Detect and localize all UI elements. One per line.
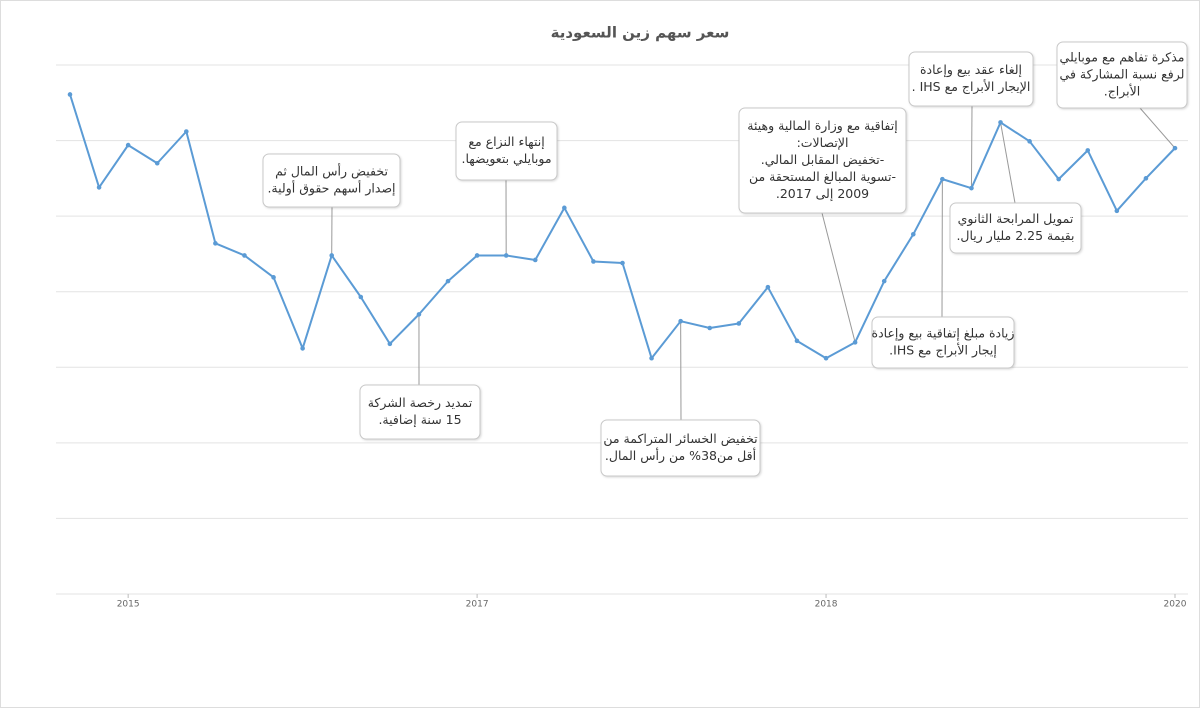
annotation-connector: [1000, 122, 1016, 204]
annotation-box: [871, 316, 1015, 369]
annotation-box: [262, 153, 401, 208]
point: [940, 176, 945, 182]
point: [184, 129, 189, 134]
chart-title: سعر سهم زين السعودية: [551, 24, 730, 42]
annotation-text: تمويل المرابحة الثانوي: [958, 211, 1074, 227]
annotation-text: 2009 إلى 2017.: [776, 186, 869, 201]
annotation-text: تمديد رخصة الشركة: [368, 395, 473, 411]
point: [1172, 145, 1178, 151]
annotation-text: الإيجار الأبراج مع IHS .: [912, 79, 1031, 95]
annotation-text: مذكرة تفاهم مع موبايلي: [1060, 50, 1185, 66]
annotation-text: إنتهاء النزاع مع: [468, 134, 544, 150]
annotation-connector: [821, 212, 856, 343]
x-tick-label: 2015: [117, 600, 140, 610]
point: [213, 241, 218, 246]
point: [1056, 176, 1061, 182]
annotation-text: أقل من38% من رأس المال.: [605, 447, 756, 464]
annotation-text: إصدار أسهم حقوق أولية.: [267, 180, 395, 197]
point: [620, 260, 625, 266]
point: [1027, 139, 1032, 144]
annotation-connector: [1139, 107, 1176, 149]
annotation-box: [1056, 41, 1188, 109]
point: [96, 185, 102, 190]
point: [67, 92, 73, 97]
point: [387, 341, 393, 347]
point: [969, 185, 974, 191]
x-tick-label: 2017: [466, 600, 489, 610]
annotation-text: -تسوية المبالغ المستحقة من: [749, 169, 896, 185]
point: [154, 160, 160, 166]
annotation-text: بقيمة 2.25 مليار ريال.: [956, 228, 1074, 244]
annotation-text: الأبراج.: [1104, 84, 1141, 100]
point: [125, 142, 131, 148]
annotation-text: زيادة مبلغ إتفاقية بيع وإعادة: [872, 326, 1015, 342]
point: [1085, 148, 1091, 153]
x-tick-label: 2020: [1164, 600, 1187, 610]
annotation-box: [455, 121, 558, 181]
point: [474, 253, 480, 258]
point: [532, 257, 538, 263]
point: [852, 340, 858, 345]
annotation-box: [908, 51, 1034, 107]
point: [300, 346, 305, 351]
annotation-text: 15 سنة إضافية.: [378, 412, 461, 427]
point: [881, 278, 887, 284]
annotation-box: [738, 107, 907, 214]
annotation-text: الإتصالات:: [797, 135, 849, 150]
annotation-text: تخفيض رأس المال ثم: [275, 163, 388, 180]
point: [998, 120, 1003, 125]
annotation-text: -تخفيض المقابل المالي.: [761, 152, 885, 168]
annotation-text: إلغاء عقد بيع وإعادة: [920, 62, 1022, 78]
point: [910, 231, 916, 237]
point: [765, 284, 771, 290]
point: [649, 355, 654, 361]
point: [358, 294, 364, 300]
annotation-text: لرفع نسبة المشاركة في: [1060, 67, 1185, 83]
point: [271, 275, 276, 280]
point: [503, 253, 509, 258]
point: [591, 259, 596, 264]
point: [1143, 176, 1149, 181]
annotation-connector: [970, 105, 973, 189]
point: [416, 312, 422, 317]
point: [823, 355, 829, 361]
point: [562, 205, 567, 211]
annotation-box: [949, 202, 1082, 254]
annotation-text: موبايلي بتعويضها.: [461, 151, 551, 167]
point: [736, 321, 742, 326]
x-tick-label: 2018: [815, 600, 838, 610]
point: [445, 278, 451, 284]
point: [329, 253, 335, 258]
point: [242, 253, 247, 258]
annotation-text: إيجار الأبراج مع IHS.: [889, 343, 997, 359]
annotation-text: إتفاقية مع وزارة المالية وهيئة: [747, 118, 897, 134]
annotation-text: تخفيض الخسائر المتراكمة من: [603, 431, 758, 447]
annotation-box: [359, 384, 481, 440]
point: [794, 338, 800, 344]
point: [707, 325, 713, 331]
annotation-box: [600, 419, 761, 477]
point: [678, 318, 683, 324]
point: [1114, 208, 1120, 214]
